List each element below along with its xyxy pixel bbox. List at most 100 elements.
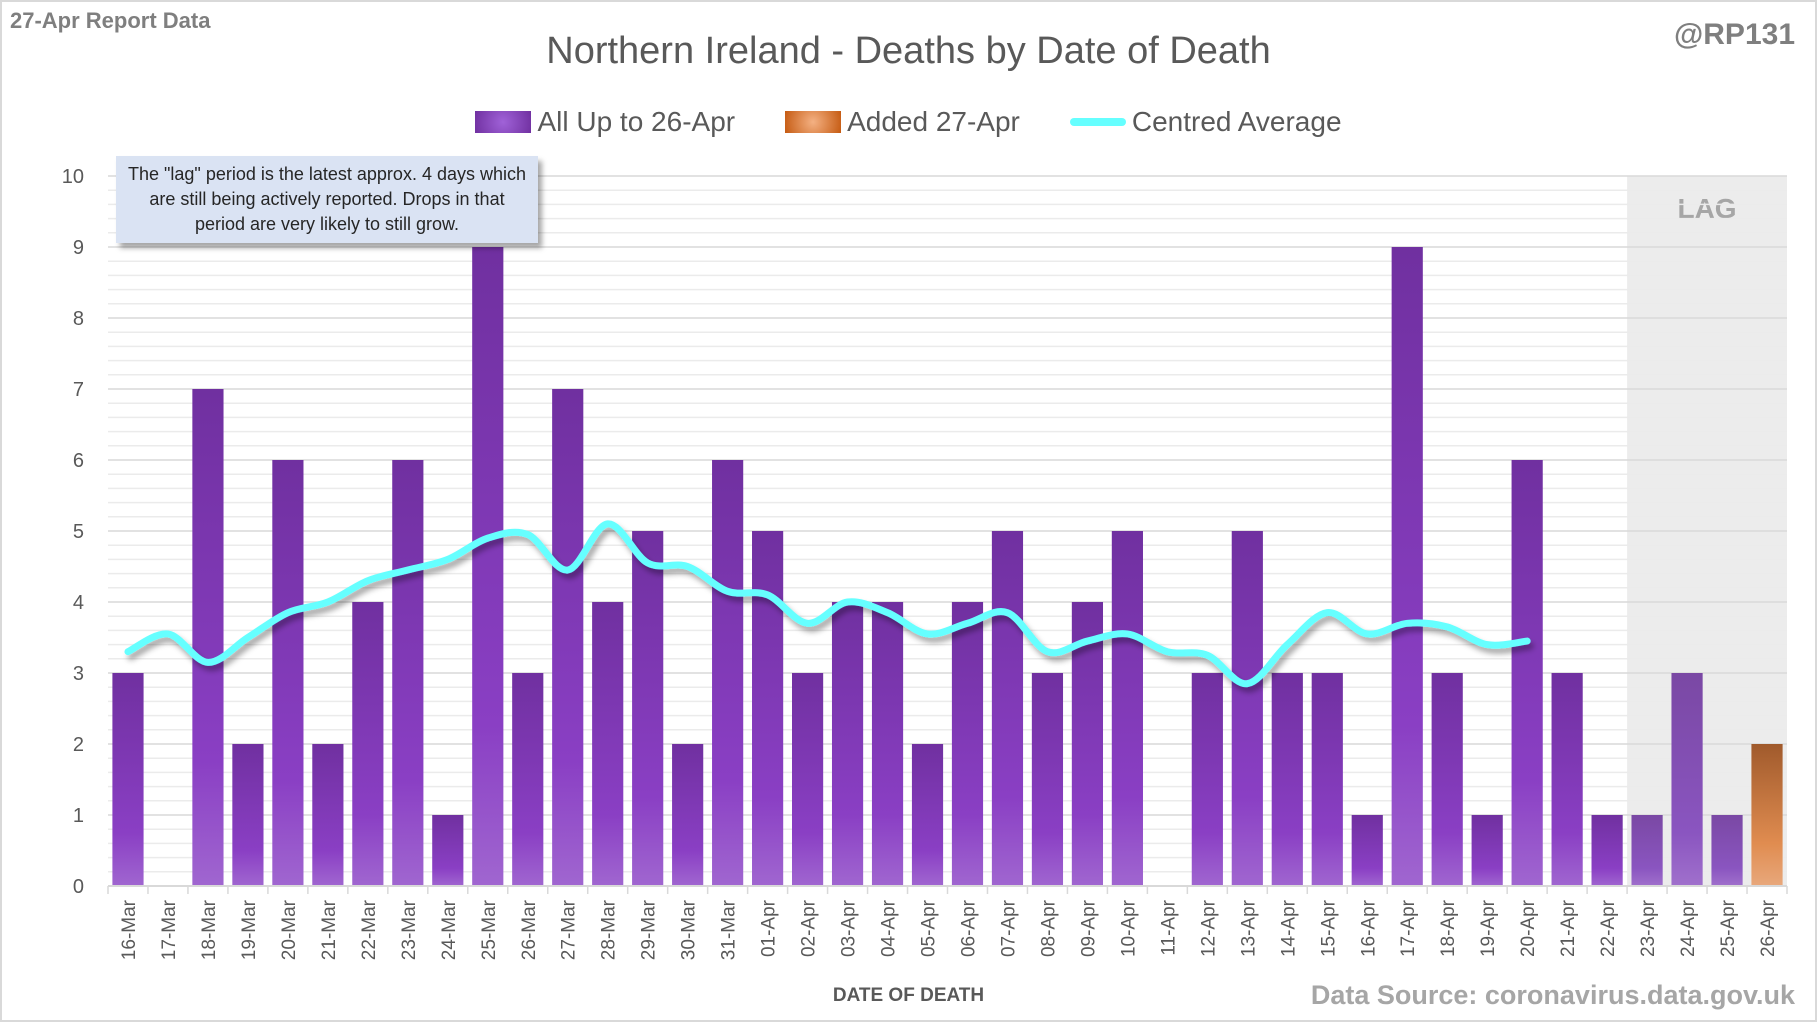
x-tick-label: 29-Mar [639,899,660,960]
bar-all-up-to [1631,815,1663,886]
bar-all-up-to [1471,815,1503,886]
x-tick-label: 01-Apr [759,899,780,957]
x-tick-label: 03-Apr [839,899,860,957]
legend-item-all-up-to: All Up to 26-Apr [475,106,735,138]
x-tick-label: 13-Apr [1238,899,1259,957]
bar-all-up-to [871,602,904,886]
x-tick-label: 10-Apr [1118,899,1139,957]
x-tick-label: 15-Apr [1318,899,1339,957]
x-tick-label: 11-Apr [1158,899,1179,955]
x-tick-label: 04-Apr [879,899,900,957]
bar-all-up-to [752,531,784,886]
bar-all-up-to [552,389,584,886]
bar-all-up-to [472,247,504,886]
x-tick-label: 24-Mar [439,899,460,960]
x-tick-label: 08-Apr [1038,899,1059,957]
bar-all-up-to [1111,531,1143,886]
bar-all-up-to [712,460,744,886]
bar-all-up-to [1271,673,1303,886]
bar-all-up-to [791,673,824,886]
bar-all-up-to [1391,247,1423,886]
bar-all-up-to [592,602,624,886]
x-tick-label: 17-Mar [159,899,180,960]
x-tick-label: 16-Mar [119,899,140,960]
bar-all-up-to [272,460,304,886]
x-tick-label: 18-Mar [199,899,220,960]
y-tick-label: 0 [73,876,84,898]
legend: All Up to 26-Apr Added 27-Apr Centred Av… [0,106,1817,138]
x-tick-label: 21-Mar [319,899,340,960]
legend-label: Added 27-Apr [847,106,1020,137]
x-tick-label: 21-Apr [1558,899,1579,957]
y-tick-label: 3 [73,663,84,685]
data-source-label: Data Source: coronavirus.data.gov.uk [1310,980,1795,1010]
lag-note-callout: The "lag" period is the latest approx. 4… [116,156,538,243]
bar-all-up-to [831,602,864,886]
bar-all-up-to [1511,460,1543,886]
x-tick-label: 25-Apr [1718,899,1739,957]
bar-added [1751,744,1783,886]
x-tick-label: 27-Mar [559,899,580,960]
legend-swatch-orange [785,111,842,133]
bar-all-up-to [911,744,944,886]
x-tick-label: 19-Apr [1478,899,1499,957]
bar-all-up-to [1311,673,1343,886]
x-axis-title: DATE OF DEATH [832,985,985,1006]
bar-all-up-to [432,815,464,886]
bar-all-up-to [232,744,264,886]
bar-all-up-to [1191,673,1223,886]
centred-average-line [124,520,1531,688]
x-tick-label: 12-Apr [1198,899,1219,957]
legend-swatch-cyan-line [1069,118,1126,126]
chart-title: Northern Ireland - Deaths by Date of Dea… [546,30,1271,72]
bar-all-up-to [192,389,224,886]
bar-all-up-to [991,531,1024,886]
x-tick-label: 26-Apr [1758,899,1779,957]
x-tick-label: 23-Mar [399,899,420,960]
bar-all-up-to [112,673,144,886]
y-tick-label: 2 [73,734,84,756]
bar-all-up-to [1551,673,1583,886]
x-tick-label: 17-Apr [1398,899,1419,957]
x-tick-label: 16-Apr [1358,899,1379,957]
x-tick-label: 26-Mar [519,899,540,960]
x-tick-label: 22-Apr [1598,899,1619,957]
y-tick-label: 4 [73,592,84,614]
x-tick-label: 07-Apr [998,899,1019,957]
bar-all-up-to [951,602,984,886]
x-tick-label: 20-Mar [279,899,300,960]
x-tick-label: 18-Apr [1438,899,1459,957]
x-tick-label: 31-Mar [719,899,740,960]
y-tick-label: 8 [73,308,84,330]
x-tick-label: 19-Mar [239,899,260,960]
y-tick-label: 1 [73,805,84,827]
bar-all-up-to [632,531,664,886]
legend-swatch-purple [475,111,532,133]
x-tick-label: 25-Mar [479,899,500,960]
bar-all-up-to [352,602,384,886]
legend-label: All Up to 26-Apr [537,106,736,137]
bar-all-up-to [672,744,704,886]
bar-all-up-to [512,673,544,886]
x-tick-label: 23-Apr [1638,899,1659,957]
x-tick-label: 09-Apr [1078,899,1099,957]
y-tick-label: 5 [73,521,84,543]
bar-all-up-to [312,744,344,886]
x-tick-label: 24-Apr [1678,899,1699,957]
bar-all-up-to [1431,673,1463,886]
x-tick-label: 22-Mar [359,899,380,960]
x-tick-label: 28-Mar [599,899,620,960]
report-date-label: 27-Apr Report Data [10,8,211,33]
x-tick-label: 14-Apr [1278,899,1299,957]
bar-all-up-to [1711,815,1743,886]
bar-all-up-to [1351,815,1383,886]
bar-all-up-to [1591,815,1623,886]
x-tick-label: 30-Mar [679,899,700,960]
author-handle: @RP131 [1674,18,1795,51]
bar-all-up-to [392,460,424,886]
bar-all-up-to [1031,673,1064,886]
x-tick-label: 06-Apr [958,899,979,957]
legend-label: Centred Average [1131,106,1342,137]
bar-all-up-to [1071,602,1104,886]
